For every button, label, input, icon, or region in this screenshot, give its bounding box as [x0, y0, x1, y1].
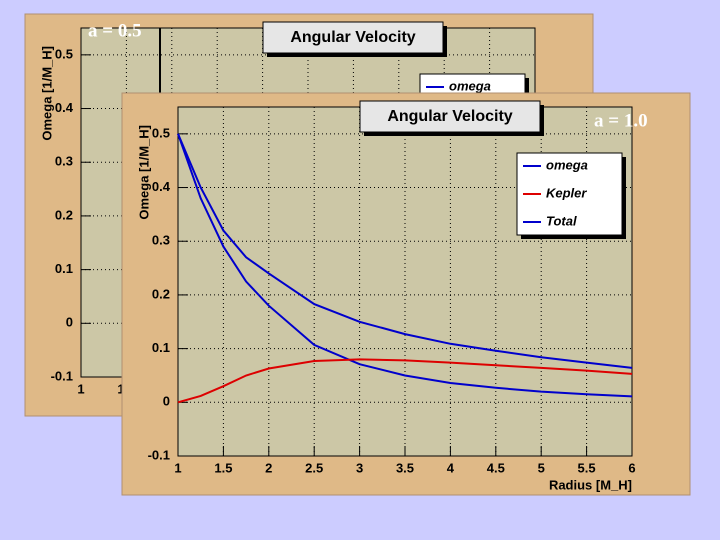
chart-title: Angular Velocity: [290, 29, 415, 46]
y-tick-label: 0: [163, 394, 170, 409]
y-tick-label: 0.3: [55, 154, 73, 169]
y-axis-label: Omega [1/M_H]: [136, 125, 151, 220]
x-tick-label: 3: [356, 460, 363, 475]
y-tick-label: -0.1: [148, 447, 170, 462]
y-tick-label: 0.5: [152, 125, 170, 140]
chart-panel: -0.1 0 0.1 0.2 0.3 0.4 0.5 1 1.5 2 2.5 3 3.5 4 4.5 5 5.5…: [121, 92, 691, 496]
y-tick-label: 0: [66, 315, 73, 330]
x-tick-label: 6: [628, 460, 635, 475]
y-tick-label: 0.2: [152, 286, 170, 301]
legend-label: omega: [449, 78, 491, 93]
x-tick-label: 3.5: [396, 460, 414, 475]
y-tick-label: 0.4: [55, 100, 74, 115]
x-tick-label: 5.5: [578, 460, 596, 475]
x-tick-label: 1: [77, 381, 84, 396]
y-tick-label: 0.4: [152, 179, 171, 194]
series-line: [177, 133, 633, 369]
series-line: [177, 133, 633, 398]
x-tick-label: 4: [447, 460, 455, 475]
x-tick-label: 1.5: [214, 460, 232, 475]
x-tick-label: 1: [174, 460, 181, 475]
legend-label: Total: [546, 213, 577, 228]
y-tick-label: 0.1: [55, 261, 73, 276]
y-tick-label: 0.3: [152, 233, 170, 248]
chart-title: Angular Velocity: [387, 108, 512, 125]
y-tick-label: 0.5: [55, 46, 73, 61]
title-box: [262, 21, 444, 54]
legend-label: Kepler: [546, 185, 587, 200]
y-tick-label: 0.1: [152, 340, 170, 355]
x-tick-label: 2: [265, 460, 272, 475]
legend-label: omega: [546, 157, 588, 172]
series-line: [177, 358, 633, 404]
y-axis-label: Omega [1/M_H]: [39, 46, 54, 141]
x-tick-label: 2.5: [305, 460, 323, 475]
x-tick-label: 5: [538, 460, 545, 475]
x-tick-label: 4.5: [487, 460, 505, 475]
annotation: a = 1.0: [594, 110, 648, 131]
annotation: a = 0.5: [88, 20, 142, 41]
x-axis-label: Radius [M_H]: [549, 477, 632, 492]
title-box: [359, 100, 541, 133]
y-tick-label: 0.2: [55, 207, 73, 222]
y-tick-label: -0.1: [51, 368, 73, 383]
